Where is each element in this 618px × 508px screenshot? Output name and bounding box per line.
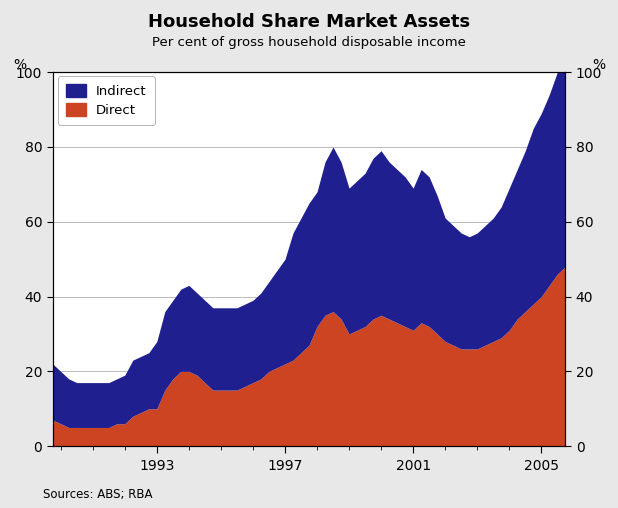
Text: Sources: ABS; RBA: Sources: ABS; RBA (43, 488, 153, 501)
Text: Household Share Market Assets: Household Share Market Assets (148, 13, 470, 30)
Text: %: % (592, 58, 605, 72)
Legend: Indirect, Direct: Indirect, Direct (58, 76, 154, 124)
Text: Per cent of gross household disposable income: Per cent of gross household disposable i… (152, 36, 466, 49)
Text: %: % (13, 58, 26, 72)
